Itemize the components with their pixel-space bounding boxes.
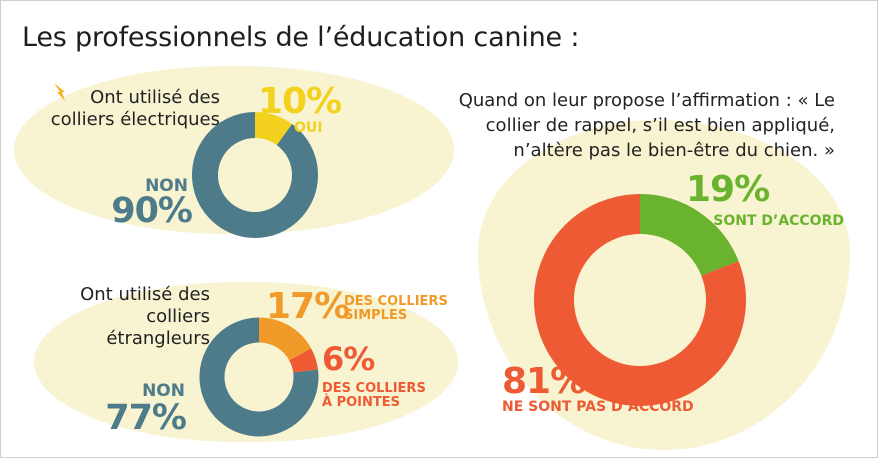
- choke-spike-caption: DES COLLIERS À POINTES: [322, 381, 426, 410]
- recall-disagree-percent: 81%: [502, 361, 586, 402]
- electric-yes-caption: OUI: [294, 120, 323, 136]
- recall-question-label: Quand on leur propose l’affirmation : « …: [458, 90, 835, 161]
- donut-electric-slice-0: [254, 112, 293, 146]
- choke-question-label: Ont utilisé des colliers étrangleurs: [80, 284, 210, 349]
- electric-no-percent: 90%: [111, 191, 193, 231]
- donut-recall-slice-1: [534, 194, 746, 406]
- donut-choke-slice-0: [258, 317, 312, 361]
- lightning-bolt-icon: [54, 83, 65, 101]
- electric-no-caption: NON: [145, 176, 188, 196]
- donut-electric: [192, 112, 318, 238]
- donut-choke-slice-2: [199, 317, 319, 437]
- choke-no-caption: NON: [142, 381, 185, 401]
- donut-recall-slice-0: [639, 194, 739, 277]
- electric-question-label: Ont utilisé des colliers électriques: [50, 87, 220, 130]
- page-title: Les professionnels de l’éducation canine…: [22, 22, 580, 53]
- donut-recall: [534, 194, 746, 406]
- donut-electric-slice-1: [192, 112, 318, 238]
- recall-agree-percent: 19%: [686, 169, 770, 210]
- choke-no-percent: 77%: [105, 398, 187, 438]
- electric-yes-percent: 10%: [258, 81, 342, 122]
- recall-agree-caption: SONT D’ACCORD: [713, 213, 844, 229]
- recall-disagree-caption: NE SONT PAS D’ACCORD: [502, 399, 694, 415]
- donut-choke: [199, 317, 319, 437]
- donut-choke-slice-1: [288, 348, 319, 374]
- choke-simple-percent: 17%: [266, 286, 350, 327]
- choke-simple-caption: DES COLLIERS SIMPLES: [344, 294, 448, 323]
- choke-spike-percent: 6%: [322, 340, 375, 378]
